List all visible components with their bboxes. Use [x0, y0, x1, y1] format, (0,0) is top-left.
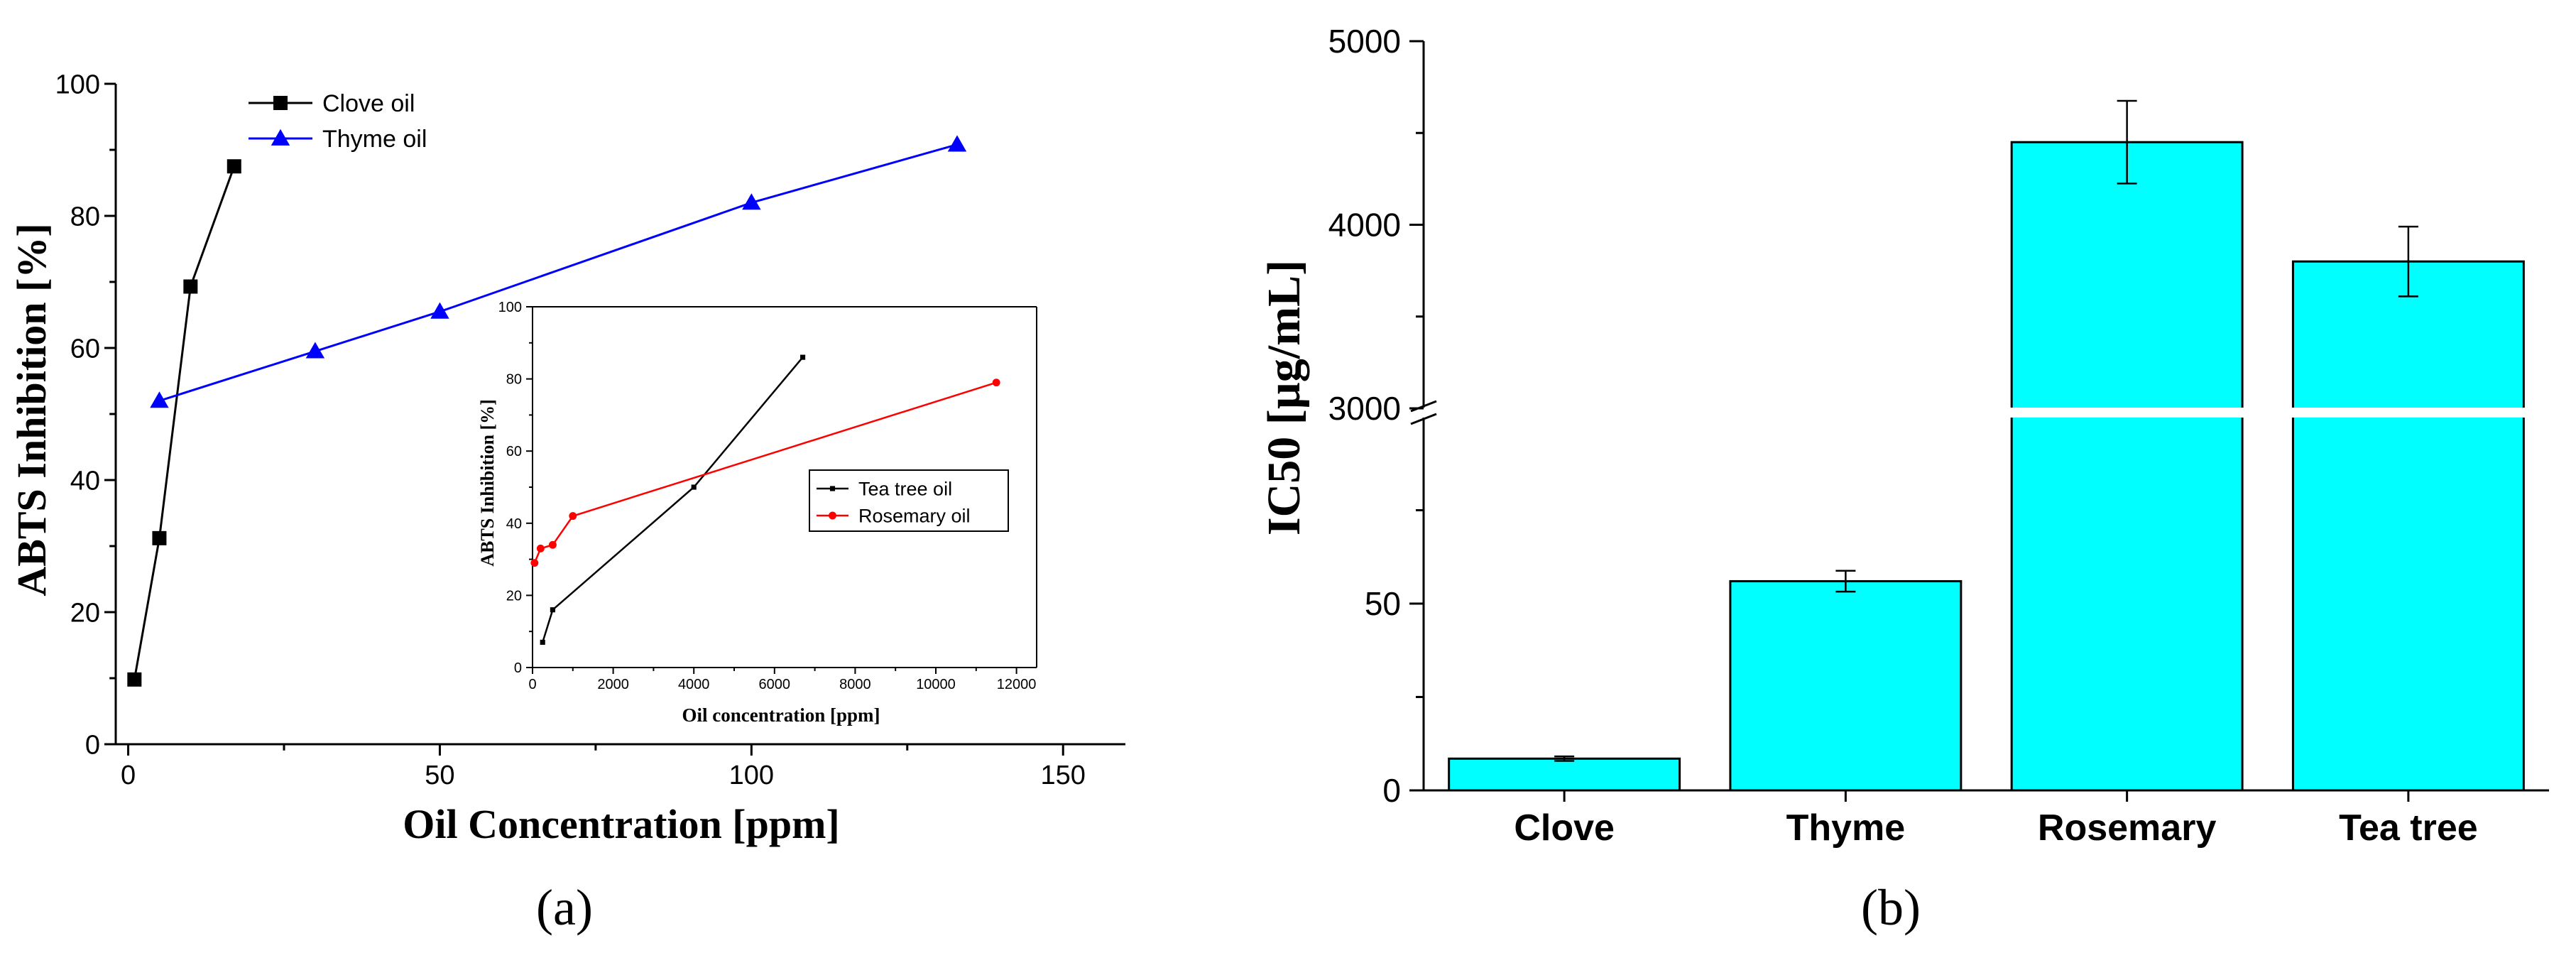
chart-a-inset-x-tick-label: 2000 — [597, 677, 629, 692]
chart-a-inset-marks: 0 2000 4000 6000 8000 10000 12000 0 20 40 60 80 100 T… — [498, 300, 1037, 692]
chart-a-inset-series-line — [542, 356, 804, 643]
chart-a-inset-x-tick-label: 8000 — [839, 677, 871, 692]
chart-b-bar — [2291, 260, 2525, 792]
chart-a-inset-data-point — [536, 544, 545, 552]
chart-a-data-point — [127, 672, 142, 687]
chart-a-inset-data-point — [548, 540, 557, 549]
chart-b: Clove Thyme Rosemary Tea tree 0 50 3000 4000 500… — [1258, 23, 2556, 849]
chart-a-data-point — [150, 391, 169, 408]
chart-a-inset-x-tick-label: 4000 — [678, 677, 710, 692]
chart-a-inset-data-point — [550, 607, 555, 613]
chart-a-x-tick-label: 0 — [121, 761, 136, 790]
chart-a-y-tick-label: 40 — [70, 466, 100, 496]
chart-a-inset-x-tick-label: 12000 — [997, 677, 1037, 692]
chart-b-category-label: Rosemary — [2038, 807, 2217, 849]
chart-a-data-point — [305, 342, 325, 359]
chart-a-inset-data-point — [691, 484, 697, 490]
chart-a-legend-marker — [273, 96, 288, 110]
chart-a-inset-data-point — [530, 559, 539, 567]
chart-a-data-point — [947, 135, 967, 152]
chart-a-main-marks: 0 50 100 150 0 20 40 60 80 100 Clove oil Thyme oil — [55, 70, 1125, 790]
chart-a-inset-data-point — [540, 639, 545, 646]
chart-a-inset: 0 2000 4000 6000 8000 10000 12000 0 20 40 60 80 100 T… — [477, 300, 1037, 726]
chart-a-inset-data-point — [569, 512, 577, 521]
chart-a-inset-data-point — [992, 379, 1000, 387]
chart-a-data-point — [183, 279, 198, 294]
chart-b-category-label: Thyme — [1786, 807, 1906, 849]
chart-a-y-tick-label: 60 — [70, 334, 100, 364]
chart-b-y-tick-label: 5000 — [1328, 23, 1401, 60]
chart-b-axis-break-gap — [1402, 408, 2556, 418]
chart-a-y-tick-label: 20 — [70, 598, 100, 628]
chart-a-data-point — [152, 530, 167, 545]
chart-a-inset-x-tick-label: 0 — [528, 677, 536, 692]
chart-a-inset-ylabel: ABTS Inhibition [%] — [477, 399, 498, 567]
chart-a-inset-xlabel: Oil concentration [ppm] — [682, 704, 880, 726]
chart-a-y-tick-label: 0 — [85, 730, 100, 760]
chart-b-y-tick-label: 4000 — [1328, 207, 1401, 244]
chart-b-axis-break-mark — [1410, 400, 1437, 413]
chart-a-x-tick-label: 150 — [1041, 761, 1086, 790]
chart-a-legend-marker — [271, 129, 290, 146]
chart-a-legend-label: Thyme oil — [322, 126, 427, 153]
chart-a-data-point — [430, 302, 449, 319]
chart-a-xlabel: Oil Concentration [ppm] — [403, 801, 839, 847]
chart-a-inset-x-tick-label: 6000 — [759, 677, 791, 692]
chart-b-category-label: Clove — [1514, 807, 1615, 849]
chart-a-inset-legend-marker — [829, 511, 836, 520]
chart-a-y-tick-label: 100 — [55, 70, 100, 99]
panel-label-a: (a) — [536, 879, 593, 936]
chart-b-y-tick-label: 50 — [1365, 585, 1401, 622]
chart-a-data-point — [227, 159, 241, 174]
chart-b-ylabel: IC50 [µg/mL] — [1258, 260, 1310, 535]
chart-b-category-label: Tea tree — [2339, 807, 2478, 849]
chart-a-inset-legend-label: Tea tree oil — [858, 478, 952, 499]
chart-a-series-line — [158, 143, 958, 402]
chart-a-series-line — [133, 165, 236, 680]
chart-a-inset-y-tick-label: 60 — [506, 444, 522, 459]
chart-a-inset-y-tick-label: 20 — [506, 588, 522, 604]
chart-b-bar — [2010, 141, 2244, 792]
chart-a-y-tick-label: 80 — [70, 202, 100, 232]
chart-a-inset-y-tick-label: 40 — [506, 516, 522, 532]
chart-a-inset-legend-box — [809, 469, 1009, 532]
chart-b-bar — [1448, 757, 1681, 792]
chart-a-x-tick-label: 50 — [425, 761, 454, 790]
chart-b-y-tick-label: 3000 — [1328, 390, 1401, 427]
chart-a-inset-legend-marker — [829, 486, 836, 491]
chart-a-inset-data-point — [799, 354, 806, 360]
chart-b-bar — [1729, 579, 1963, 792]
chart-a-data-point — [742, 193, 761, 210]
chart-b-marks: Clove Thyme Rosemary Tea tree 0 50 3000 4000 500… — [1328, 23, 2556, 849]
chart-a-inset-legend-label: Rosemary oil — [858, 505, 971, 526]
panel-label-b: (b) — [1861, 879, 1921, 936]
chart-a-inset-y-tick-label: 0 — [514, 660, 522, 676]
chart-a-legend-label: Clove oil — [322, 90, 415, 117]
chart-b-y-tick-label: 0 — [1382, 772, 1401, 809]
chart-a-ylabel: ABTS Inhibition [%] — [9, 223, 55, 596]
chart-a-inset-y-tick-label: 100 — [498, 300, 522, 315]
chart-a-x-tick-label: 100 — [729, 761, 774, 790]
chart-a-inset-y-tick-label: 80 — [506, 372, 522, 388]
chart-a-inset-x-tick-label: 10000 — [916, 677, 956, 692]
chart-b-axis-break-mark — [1410, 413, 1437, 425]
chart-a-inset-series-line — [533, 381, 997, 564]
